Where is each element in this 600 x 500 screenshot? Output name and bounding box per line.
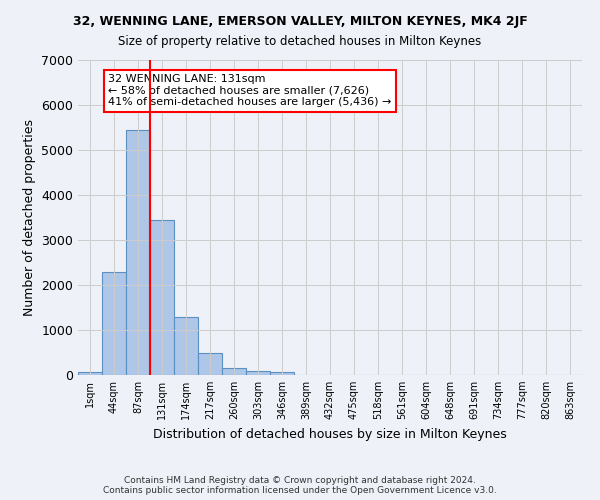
- Bar: [126, 130, 150, 375]
- Bar: [150, 220, 174, 375]
- Bar: [222, 368, 246, 375]
- Text: Size of property relative to detached houses in Milton Keynes: Size of property relative to detached ho…: [118, 35, 482, 48]
- Bar: [198, 354, 222, 375]
- Bar: [78, 372, 102, 375]
- Text: 32, WENNING LANE, EMERSON VALLEY, MILTON KEYNES, MK4 2JF: 32, WENNING LANE, EMERSON VALLEY, MILTON…: [73, 15, 527, 28]
- Bar: [102, 272, 126, 375]
- Y-axis label: Number of detached properties: Number of detached properties: [23, 119, 35, 316]
- Text: Contains HM Land Registry data © Crown copyright and database right 2024.
Contai: Contains HM Land Registry data © Crown c…: [103, 476, 497, 495]
- X-axis label: Distribution of detached houses by size in Milton Keynes: Distribution of detached houses by size …: [153, 428, 507, 440]
- Bar: [270, 372, 294, 375]
- Bar: [174, 316, 198, 375]
- Bar: [246, 371, 270, 375]
- Text: 32 WENNING LANE: 131sqm
← 58% of detached houses are smaller (7,626)
41% of semi: 32 WENNING LANE: 131sqm ← 58% of detache…: [108, 74, 392, 108]
